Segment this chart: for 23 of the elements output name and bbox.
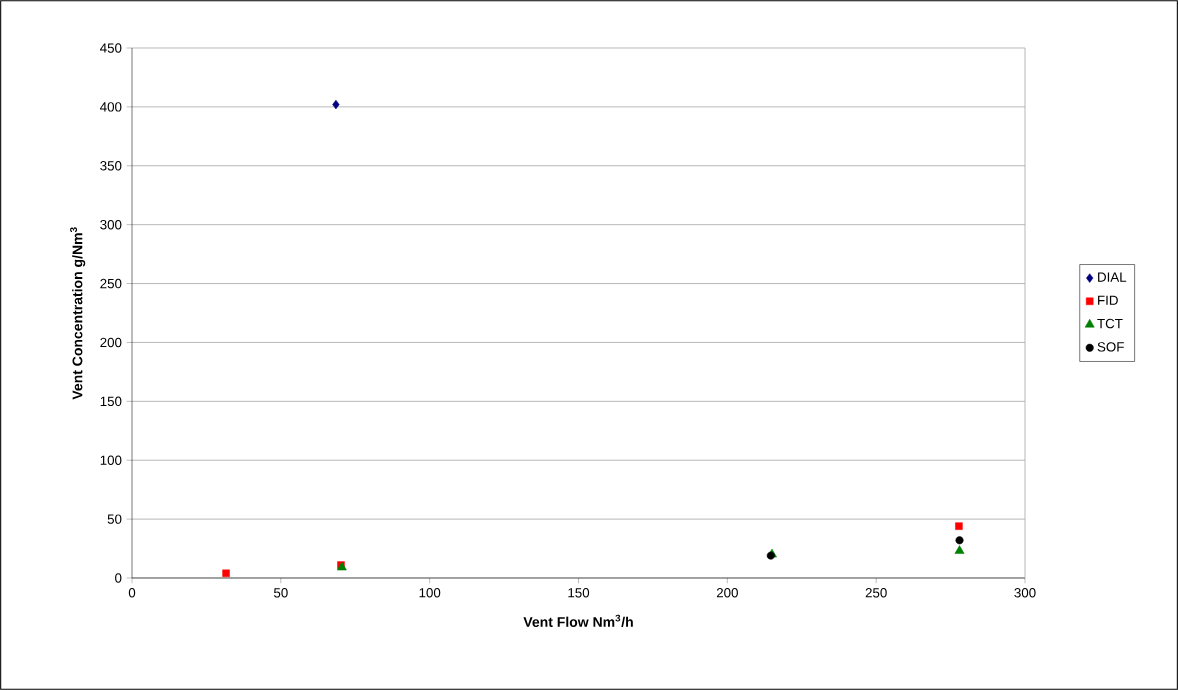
x-tick-label: 150 (568, 588, 590, 598)
y-tick-label: 250 (100, 278, 122, 289)
x-tick-label: 50 (273, 588, 288, 598)
legend-label: FID (1098, 295, 1118, 305)
x-tick-label: 100 (419, 588, 441, 598)
y-tick-label: 100 (100, 455, 122, 465)
x-axis-title: Vent Flow Nm$^{3}$/h (523, 614, 633, 628)
x-tick-label: 200 (716, 588, 738, 598)
y-axis-title: Vent Concentration g/Nm$^{3}$ (70, 227, 86, 400)
legend-label: TCT (1097, 318, 1123, 329)
legend-label: SOF (1097, 342, 1124, 352)
y-tick-label: 400 (100, 102, 122, 112)
legend-label: DIAL (1098, 272, 1127, 282)
y-tick-label: 150 (100, 396, 122, 407)
y-tick-label: 350 (100, 161, 122, 171)
x-tick-label: 250 (865, 588, 887, 598)
x-tick-label: 0 (128, 588, 136, 598)
y-tick-label: 200 (100, 337, 122, 348)
y-tick-label: 300 (100, 219, 122, 230)
y-tick-label: 450 (100, 43, 122, 53)
x-tick-label: 300 (1014, 588, 1036, 598)
y-tick-label: 0 (115, 573, 122, 583)
y-tick-label: 50 (107, 514, 122, 524)
